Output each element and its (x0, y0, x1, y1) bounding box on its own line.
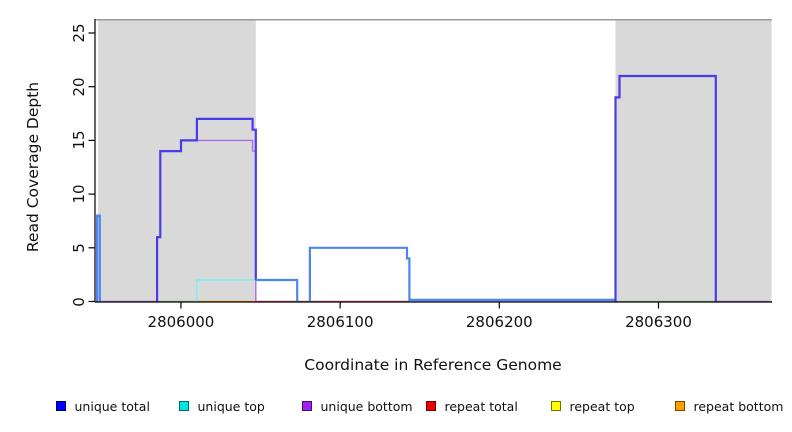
y-tick-label-25: 25 (70, 23, 88, 43)
legend-item-repeat-top: repeat top (551, 398, 635, 414)
y-tick-label-10: 10 (70, 184, 88, 204)
x-tick-label-2806300: 2806300 (625, 313, 692, 331)
y-tick-label-20: 20 (70, 77, 88, 97)
y-tick-label-0: 0 (70, 296, 88, 307)
y-axis-title: Read Coverage Depth (24, 81, 42, 253)
legend-swatch-unique-top (179, 401, 189, 411)
legend-swatch-repeat-bottom (675, 401, 685, 411)
legend-item-unique-bottom: unique bottom (302, 398, 413, 414)
legend-swatch-unique-total (56, 401, 66, 411)
legend-label: repeat bottom (693, 398, 784, 414)
x-tick-label-2806100: 2806100 (306, 313, 374, 331)
legend-item-repeat-total: repeat total (426, 398, 518, 414)
legend-label: unique top (197, 398, 265, 414)
legend-label: repeat total (444, 398, 518, 414)
legend-item-unique-top: unique top (179, 398, 265, 414)
legend-label: unique total (74, 398, 150, 414)
series-unique-total-left-edge-spike- (95, 214, 101, 302)
legend-label: unique bottom (320, 398, 413, 414)
legend-item-repeat-bottom: repeat bottom (675, 398, 783, 414)
repeat-region-1-band (98, 19, 256, 303)
y-tick-label-5: 5 (70, 243, 88, 253)
series-unique-total-left-repeat-block- (156, 117, 257, 302)
legend-item-unique-total: unique total (56, 398, 150, 414)
legend-swatch-repeat-top (551, 401, 561, 411)
repeat-region-2-band (615, 19, 772, 303)
x-tick-label-2806200: 2806200 (465, 313, 533, 331)
series-unique-total-depth-5-block- (308, 246, 616, 302)
legend-label: repeat top (569, 398, 635, 414)
legend-swatch-repeat-total (426, 401, 436, 411)
legend-swatch-unique-bottom (302, 401, 312, 411)
x-axis-title: Coordinate in Reference Genome (304, 356, 562, 374)
y-tick-label-15: 15 (70, 130, 88, 150)
series-unique-total-right-repeat-block- (614, 74, 717, 302)
series-unique-total-depth-2-shelf- (255, 278, 299, 302)
x-tick-label-2806000: 2806000 (147, 313, 215, 331)
